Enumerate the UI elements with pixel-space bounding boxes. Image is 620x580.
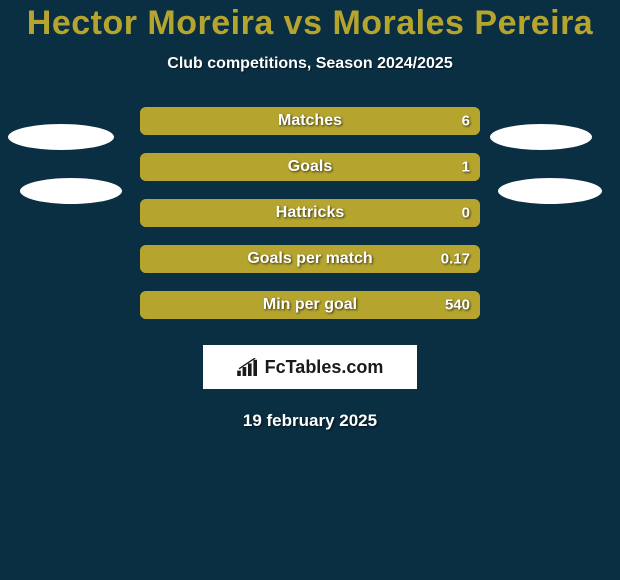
stat-row: Goals 1: [0, 153, 620, 181]
decor-ellipse: [8, 124, 114, 150]
stat-bar: Hattricks 0: [140, 199, 480, 227]
stat-row: Goals per match 0.17: [0, 245, 620, 273]
stat-label: Goals: [288, 158, 332, 176]
stat-bar: Min per goal 540: [140, 291, 480, 319]
decor-ellipse: [498, 178, 602, 204]
decor-ellipse: [20, 178, 122, 204]
page-title: Hector Moreira vs Morales Pereira: [27, 4, 593, 43]
comparison-card: Hector Moreira vs Morales Pereira Club c…: [0, 0, 620, 580]
brand-badge[interactable]: FcTables.com: [203, 345, 417, 389]
stat-bar: Matches 6: [140, 107, 480, 135]
stat-label: Min per goal: [263, 296, 357, 314]
decor-ellipse: [490, 124, 592, 150]
stat-value: 0.17: [441, 251, 470, 268]
stat-value: 1: [462, 159, 470, 176]
page-subtitle: Club competitions, Season 2024/2025: [167, 55, 452, 73]
brand-text: FcTables.com: [265, 357, 384, 378]
stat-label: Hattricks: [276, 204, 344, 222]
chart-icon: [237, 358, 259, 376]
stat-label: Goals per match: [247, 250, 372, 268]
date-line: 19 february 2025: [243, 411, 377, 431]
stat-value: 0: [462, 205, 470, 222]
stat-bar: Goals per match 0.17: [140, 245, 480, 273]
stat-bar: Goals 1: [140, 153, 480, 181]
stat-row: Min per goal 540: [0, 291, 620, 319]
stat-label: Matches: [278, 112, 342, 130]
stat-value: 540: [445, 297, 470, 314]
stat-row: Hattricks 0: [0, 199, 620, 227]
stat-value: 6: [462, 113, 470, 130]
